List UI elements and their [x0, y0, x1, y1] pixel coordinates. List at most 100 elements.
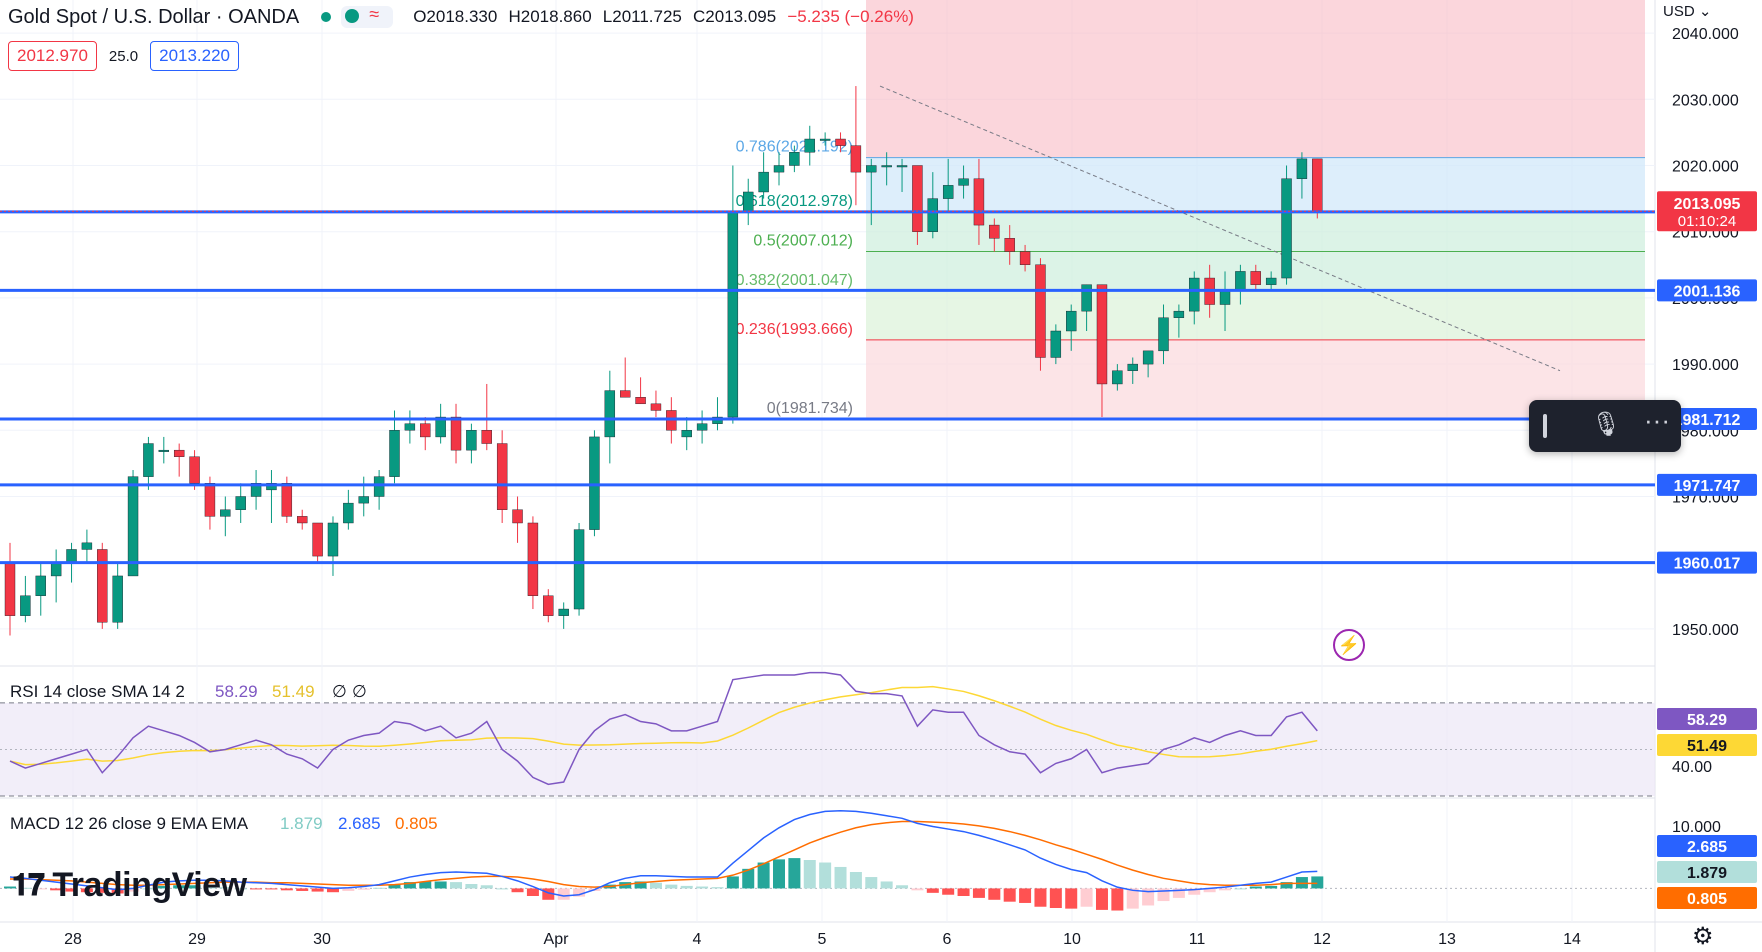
macd-hist-bar [573, 888, 586, 897]
fib-zone-236 [866, 339, 1645, 419]
y-tick-label: 2020.000 [1672, 159, 1739, 176]
voice-toolbar: 🎙 ··· [1529, 400, 1681, 452]
wave-icon[interactable]: ≈ [341, 4, 394, 28]
macd-hist-bar [434, 881, 447, 889]
candle-body [158, 449, 170, 452]
macd-hist-bar [173, 885, 186, 889]
macd-hist-bar [1188, 888, 1201, 895]
x-tick-label: 12 [1313, 931, 1331, 948]
macd-hist-bar [111, 888, 124, 894]
x-tick-label: 28 [64, 931, 82, 948]
macd-hist-bar [388, 884, 401, 889]
gear-icon[interactable]: ⚙ [1692, 923, 1714, 950]
macd-hist-bar [726, 876, 739, 889]
rsi-y-tick: 40.00 [1672, 759, 1712, 776]
candle-body [420, 423, 431, 438]
macd-hist-bar [234, 888, 247, 890]
rsi-extra: ∅ [352, 682, 367, 701]
buy-button[interactable]: 2013.220 [150, 41, 240, 71]
macd-hist-bar [834, 866, 847, 889]
signal-axis-value: 0.805 [1687, 891, 1727, 908]
currency-selector[interactable]: USD ⌄ [1663, 2, 1711, 20]
macd-hist-bar [803, 860, 816, 889]
signal-line [10, 820, 1318, 888]
macd-hist-bar [342, 888, 355, 891]
macd-hist-bar [542, 888, 555, 900]
fib-zone-382 [866, 290, 1645, 340]
macd-hist-bar [788, 858, 801, 889]
macd-hist-bar [496, 888, 509, 890]
macd-hist-bar [957, 888, 970, 896]
brand-name: TradingView [52, 866, 247, 904]
candle-body [143, 443, 154, 477]
high-value: H2018.860 [508, 7, 592, 26]
macd-hist-bar [773, 859, 785, 889]
currency-label: USD [1663, 3, 1695, 20]
macd-hist-bar [1219, 888, 1232, 891]
candle-body [789, 152, 800, 166]
macd-hist-bar [1280, 882, 1293, 889]
macd-hist-bar [865, 877, 878, 889]
candle-body [558, 608, 569, 616]
candle-body [989, 224, 1000, 239]
candle-body [189, 456, 200, 484]
candle-body [727, 211, 739, 418]
candle-body [927, 198, 938, 232]
symbol-title[interactable]: Gold Spot / U.S. Dollar · OANDA [8, 5, 300, 28]
candle-body [866, 165, 877, 173]
more-dots-icon[interactable]: ··· [1644, 405, 1670, 435]
macd-hist-bar [880, 881, 893, 889]
macd-line [9, 809, 1318, 897]
candle-body [1250, 271, 1261, 285]
drag-handle[interactable] [1543, 414, 1547, 438]
macd-hist-bar [80, 888, 93, 893]
candle-body [527, 522, 539, 596]
candle-body [235, 496, 246, 510]
candle-body [1265, 277, 1277, 285]
candle-body [66, 549, 77, 563]
macd-hist-bar [1065, 888, 1078, 909]
macd-hist-bar [1249, 886, 1262, 889]
tradingview-logo-icon: 𝟏𝟕 [12, 868, 45, 902]
microphone-icon[interactable]: 🎙 [1591, 411, 1622, 438]
macd-hist-bar [465, 884, 478, 889]
sell-button[interactable]: 2012.970 [8, 41, 97, 71]
candle-body [743, 191, 754, 213]
macd-hist-bar [19, 887, 32, 889]
candle-body [681, 430, 692, 438]
macd-hist-bar [1095, 888, 1108, 910]
lightning-icon[interactable]: ⚡ [1333, 629, 1365, 661]
candle-body [481, 430, 492, 444]
fib-label: 0.618(2012.978) [736, 193, 853, 210]
candle-body [297, 516, 308, 524]
candle-body [343, 502, 354, 524]
candle-body [281, 483, 293, 517]
candle-body [1066, 310, 1077, 332]
candle-body [4, 562, 16, 616]
x-tick-label: 10 [1063, 931, 1081, 948]
candle-body [850, 145, 862, 173]
candle-body [835, 138, 846, 146]
fib-label: 0(1981.734) [767, 400, 853, 417]
countdown-label: 01:10:24 [1678, 213, 1736, 230]
candle-body [1281, 178, 1292, 279]
macd-hist-bar [34, 888, 47, 890]
macd-hist-bar [265, 888, 278, 890]
macd-hist-bar [680, 885, 693, 889]
macd-hist-bar [127, 888, 140, 892]
macd-y-tick: 10.000 [1672, 819, 1721, 836]
macd-hist-bar [450, 882, 463, 889]
x-tick-label: 5 [818, 931, 827, 948]
macd-hist-bar [1203, 888, 1216, 893]
candle-body [1312, 158, 1323, 213]
rsi-value: 58.29 [215, 682, 258, 701]
candle-body [881, 165, 892, 168]
level-label-bg [1657, 279, 1757, 302]
candle-body [389, 430, 400, 477]
rsi-line [9, 671, 1318, 786]
last-price-label: 2013.095 [1674, 196, 1741, 213]
fib-zone-top [866, 0, 1645, 158]
open-value: O2018.330 [413, 7, 498, 26]
candle-body [250, 483, 262, 497]
